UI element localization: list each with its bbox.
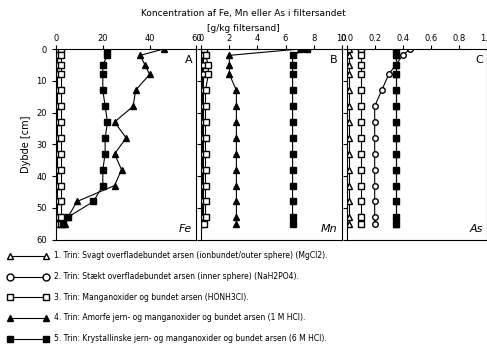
Text: A: A [185, 55, 192, 65]
Text: 4. Trin: Amorfe jern- og manganoxider og bundet arsen (1 M HCl).: 4. Trin: Amorfe jern- og manganoxider og… [54, 314, 305, 322]
Text: 2. Trin: Stækt overfladebundet arsen (inner sphere) (NaH2PO4).: 2. Trin: Stækt overfladebundet arsen (in… [54, 272, 299, 281]
Text: As: As [469, 224, 483, 234]
Text: Mn: Mn [321, 224, 337, 234]
Text: 3. Trin: Manganoxider og bundet arsen (HONH3Cl).: 3. Trin: Manganoxider og bundet arsen (H… [54, 293, 248, 302]
Y-axis label: Dybde [cm]: Dybde [cm] [21, 115, 31, 173]
Text: C: C [475, 55, 483, 65]
Text: Koncentration af Fe, Mn eller As i filtersandet: Koncentration af Fe, Mn eller As i filte… [141, 9, 346, 18]
Text: B: B [330, 55, 337, 65]
Text: [g/kg filtersand]: [g/kg filtersand] [207, 24, 280, 33]
Text: 1. Trin: Svagt overfladebundet arsen (ionbundet/outer sphere) (MgCl2).: 1. Trin: Svagt overfladebundet arsen (io… [54, 252, 327, 260]
Text: 5. Trin: Krystallinske jern- og manganoxider og bundet arsen (6 M HCl).: 5. Trin: Krystallinske jern- og manganox… [54, 334, 326, 343]
Text: Fe: Fe [179, 224, 192, 234]
